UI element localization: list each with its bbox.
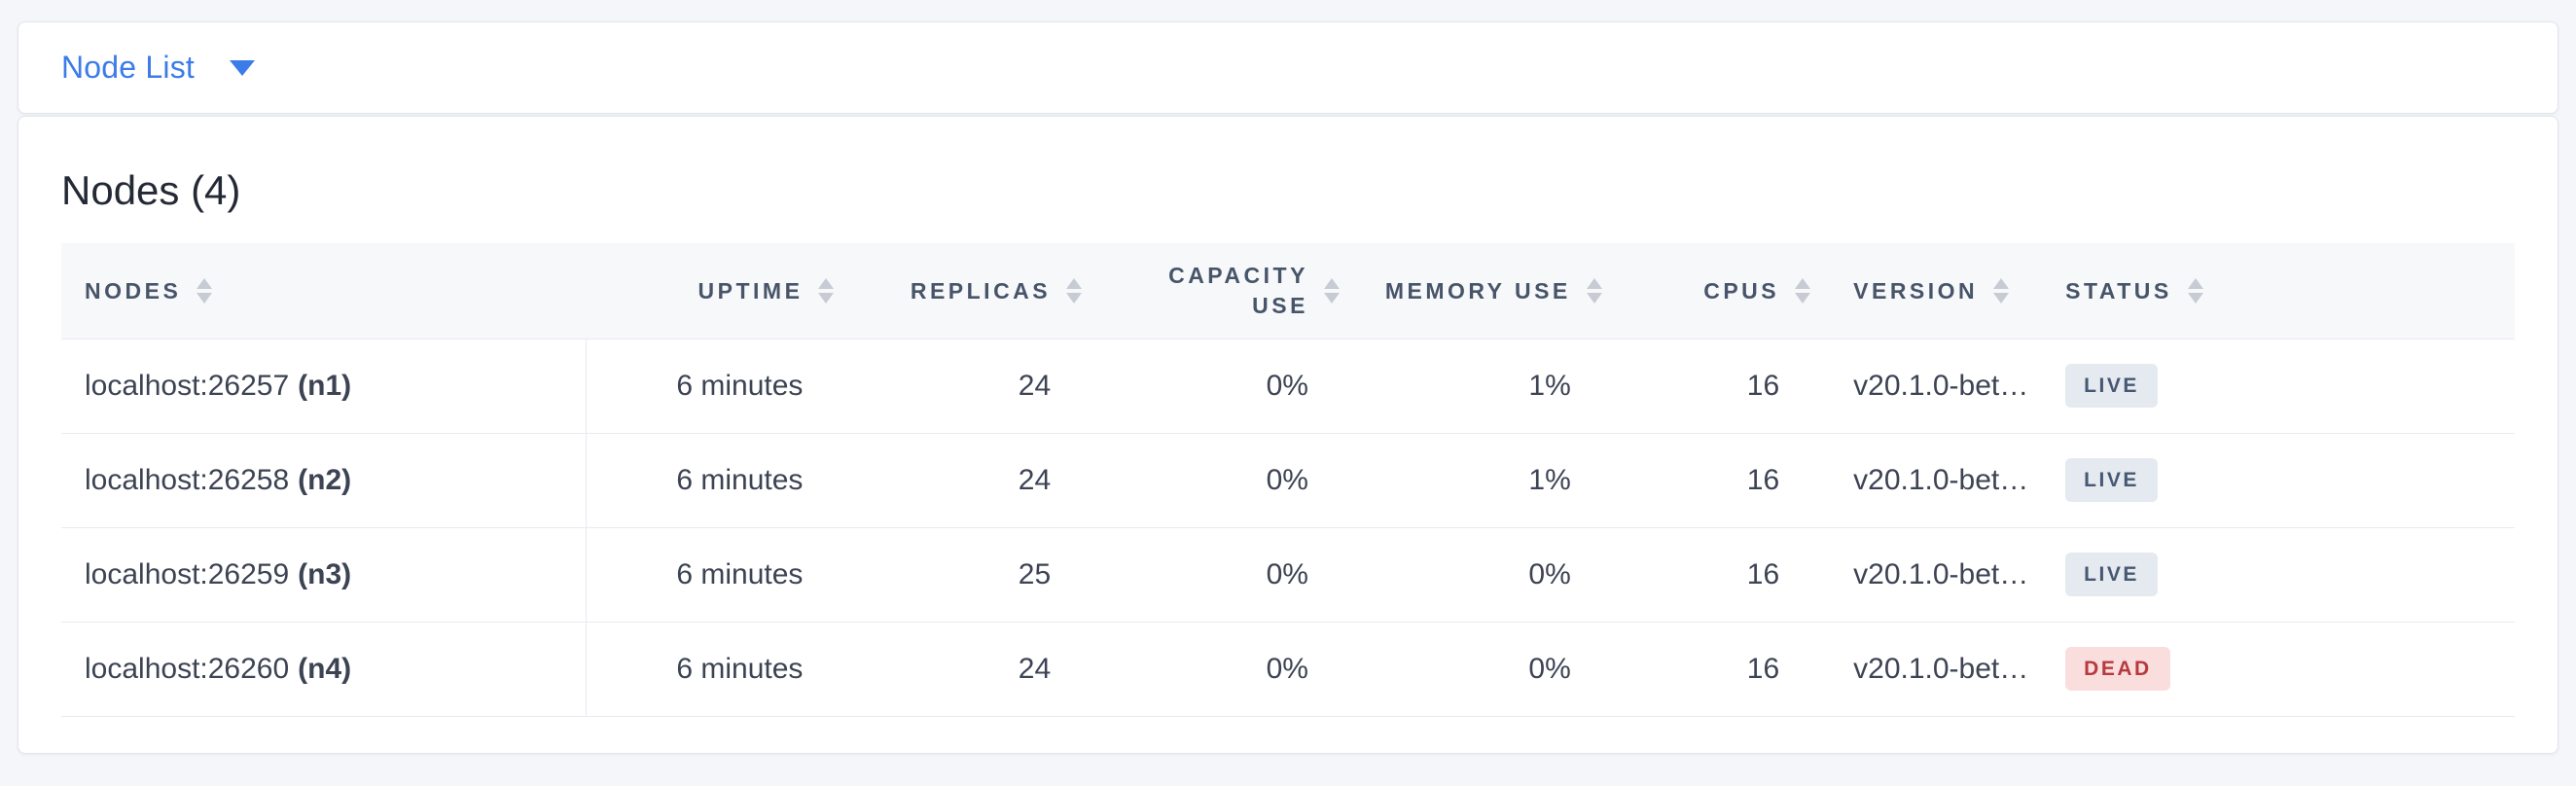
node-address: localhost:26257 (85, 369, 290, 402)
table-header-row: NODES UPTIME REPLICAS (61, 243, 2515, 339)
node-address: localhost:26260 (85, 652, 290, 685)
cell-capacity-use: 0% (1082, 526, 1340, 623)
cell-memory-use: 1% (1339, 432, 1602, 528)
cell-node-address: localhost:26258 (n2) (61, 432, 588, 528)
cell-replicas: 24 (834, 621, 1083, 717)
table-row: localhost:26259 (n3) 6 minutes 25 0% 0% 1… (61, 526, 2515, 623)
sort-icon (197, 278, 213, 304)
column-header-version[interactable]: VERSION (1810, 243, 2037, 339)
cell-node-address: localhost:26257 (n1) (61, 338, 588, 434)
node-id: (n3) (298, 557, 352, 590)
cell-memory-use: 0% (1339, 526, 1602, 623)
cell-cpus: 16 (1601, 621, 1811, 717)
column-header-status[interactable]: STATUS (2036, 243, 2515, 339)
page-title: Nodes (4) (61, 167, 241, 213)
cell-uptime: 6 minutes (586, 621, 835, 717)
status-badge: LIVE (2065, 458, 2158, 503)
cell-version: v20.1.0-bet… (1810, 432, 2037, 528)
cell-replicas: 25 (834, 526, 1083, 623)
cell-replicas: 24 (834, 338, 1083, 434)
cell-capacity-use: 0% (1082, 432, 1340, 528)
sort-icon (1586, 278, 1602, 304)
cell-version: v20.1.0-bet… (1810, 526, 2037, 623)
status-badge: LIVE (2065, 553, 2158, 597)
node-id: (n2) (298, 463, 352, 496)
sort-icon (2187, 278, 2203, 304)
cell-version: v20.1.0-bet… (1810, 621, 2037, 717)
node-address: localhost:26259 (85, 557, 290, 590)
cell-cpus: 16 (1601, 432, 1811, 528)
sort-icon (1066, 278, 1083, 304)
node-address: localhost:26258 (85, 463, 290, 496)
cell-node-address: localhost:26259 (n3) (61, 526, 588, 623)
column-header-capacity-use[interactable]: CAPACITY USE (1082, 243, 1340, 339)
cell-capacity-use: 0% (1082, 338, 1340, 434)
node-list-dropdown-label: Node List (61, 50, 195, 85)
sort-icon (1323, 278, 1340, 304)
table-row: localhost:26258 (n2) 6 minutes 24 0% 1% 1… (61, 432, 2515, 528)
cell-cpus: 16 (1601, 338, 1811, 434)
cell-uptime: 6 minutes (586, 432, 835, 528)
chevron-down-icon (230, 59, 255, 76)
cell-uptime: 6 minutes (586, 338, 835, 434)
cell-capacity-use: 0% (1082, 621, 1340, 717)
column-header-cpus[interactable]: CPUS (1601, 243, 1811, 339)
column-header-replicas[interactable]: REPLICAS (834, 243, 1083, 339)
nodes-table: NODES UPTIME REPLICAS (61, 243, 2515, 717)
cell-cpus: 16 (1601, 526, 1811, 623)
table-row: localhost:26260 (n4) 6 minutes 24 0% 0% 1… (61, 621, 2515, 717)
node-id: (n4) (298, 652, 352, 685)
node-id: (n1) (298, 369, 352, 402)
node-list-dropdown[interactable]: Node List (61, 50, 255, 86)
column-header-uptime[interactable]: UPTIME (586, 243, 835, 339)
sort-icon (1795, 278, 1811, 304)
column-header-nodes[interactable]: NODES (61, 243, 587, 339)
sort-icon (1993, 278, 2010, 304)
status-badge: LIVE (2065, 364, 2158, 409)
cell-memory-use: 0% (1339, 621, 1602, 717)
cell-memory-use: 1% (1339, 338, 1602, 434)
sort-icon (818, 278, 835, 304)
column-header-memory-use[interactable]: MEMORY USE (1339, 243, 1602, 339)
table-row: localhost:26257 (n1) 6 minutes 24 0% 1% 1… (61, 338, 2515, 434)
cell-replicas: 24 (834, 432, 1083, 528)
cell-version: v20.1.0-bet… (1810, 338, 2037, 434)
cell-node-address: localhost:26260 (n4) (61, 621, 588, 717)
view-selector-bar: Node List (18, 21, 2558, 114)
cell-uptime: 6 minutes (586, 526, 835, 623)
status-badge: DEAD (2065, 647, 2170, 692)
nodes-card: Nodes (4) NODES UPTIME (18, 116, 2558, 754)
